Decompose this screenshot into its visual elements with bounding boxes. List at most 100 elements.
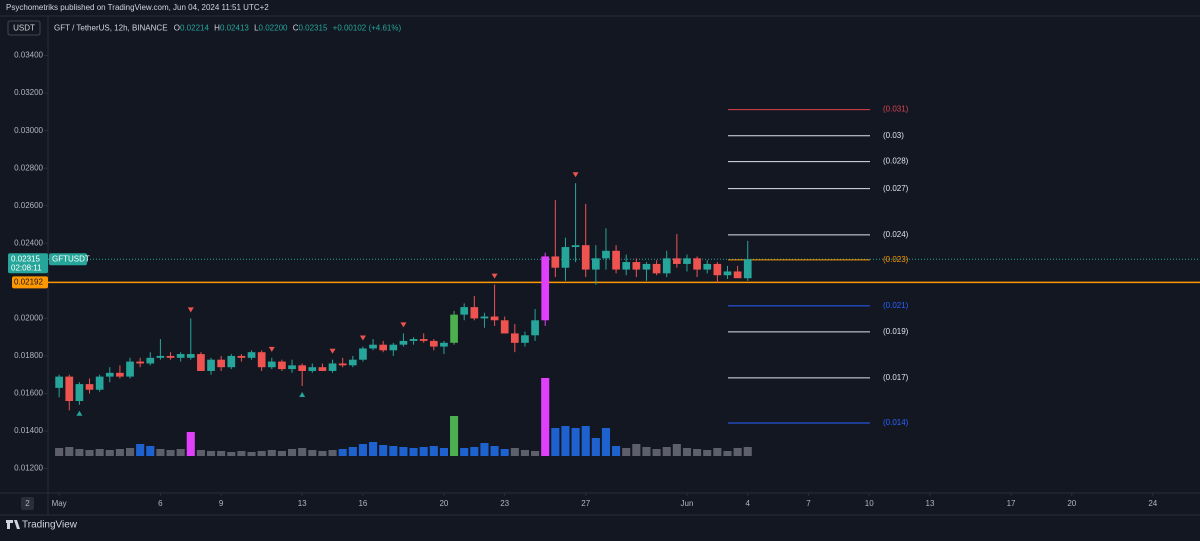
y-tick-label: 0.03000 xyxy=(14,126,43,135)
candle-body xyxy=(419,339,428,341)
candle-body xyxy=(116,372,124,377)
x-tick-label: 17 xyxy=(1007,499,1016,508)
volume-bar xyxy=(308,450,317,456)
x-tick-label: 4 xyxy=(746,499,751,508)
corner-label: 2 xyxy=(25,499,30,508)
sell-signal xyxy=(400,322,407,328)
x-tick-label: 16 xyxy=(358,499,367,508)
volume-bar xyxy=(287,449,297,456)
volume-bar xyxy=(267,450,276,456)
support-tag xyxy=(12,276,48,289)
candle-body xyxy=(146,357,155,364)
candle-body xyxy=(440,342,448,347)
volume-bar xyxy=(672,444,681,456)
x-tick-label: 27 xyxy=(581,499,590,508)
sell-signal xyxy=(187,307,194,313)
volume-bar xyxy=(95,449,104,456)
volume-bar xyxy=(652,449,661,456)
y-tick-label: 0.02400 xyxy=(14,238,43,247)
candle-body xyxy=(541,256,550,321)
l-value: 0.02200 xyxy=(259,24,288,33)
currency-box[interactable] xyxy=(7,20,41,36)
c-value: 0.02315 xyxy=(298,24,327,33)
candle-body xyxy=(551,256,560,268)
candle-body xyxy=(75,384,84,402)
volume-bar xyxy=(369,442,378,456)
volume-bar xyxy=(237,451,246,456)
last-price-label: 0.02315 xyxy=(11,254,40,263)
volume-bar xyxy=(75,449,84,456)
candle-body xyxy=(703,263,712,270)
candle-body xyxy=(460,307,469,315)
sell-signal xyxy=(491,273,498,279)
volume-bar xyxy=(65,447,74,456)
volume-bar xyxy=(257,451,266,456)
volume-bar xyxy=(409,448,418,456)
volume-bar xyxy=(227,452,236,456)
candle-body xyxy=(591,258,600,270)
symbol-tag-box xyxy=(49,253,87,266)
volume-bar xyxy=(713,448,722,456)
volume-bar xyxy=(217,451,226,456)
y-tick-label: 0.01200 xyxy=(14,464,43,473)
volume-bar xyxy=(703,450,712,456)
x-tick-label: 24 xyxy=(1148,499,1157,508)
level-label: (0.014) xyxy=(883,418,909,427)
candle-body xyxy=(662,258,671,274)
candle-body xyxy=(571,245,580,248)
candle-body xyxy=(602,250,610,259)
x-tick-label: 6 xyxy=(158,499,163,508)
candle-body xyxy=(510,333,519,343)
c-label: C xyxy=(293,24,299,33)
volume-bar xyxy=(85,450,94,456)
sell-signal xyxy=(329,348,336,354)
volume-bar xyxy=(389,446,398,456)
volume-bar xyxy=(338,449,347,456)
volume-bar xyxy=(480,443,489,456)
level-label: (0.028) xyxy=(883,157,909,166)
brand-logo xyxy=(6,520,20,529)
volume-bar xyxy=(733,448,742,456)
candle-body xyxy=(743,259,752,279)
x-tick-label: 13 xyxy=(298,499,307,508)
candle-body xyxy=(581,245,590,270)
o-value: 0.02214 xyxy=(180,24,209,33)
candle-body xyxy=(267,361,276,368)
volume-bar xyxy=(429,446,438,456)
candle-body xyxy=(247,352,256,358)
candle-body xyxy=(166,355,175,358)
volume-bar xyxy=(450,416,459,456)
candle-body xyxy=(389,344,398,351)
candle-body xyxy=(55,376,63,388)
corner-button[interactable] xyxy=(21,497,34,510)
volume-bar xyxy=(399,447,408,456)
volume-bar xyxy=(328,450,337,456)
y-tick-label: 0.03200 xyxy=(14,88,43,97)
candle-body xyxy=(237,355,246,358)
volume-bar xyxy=(561,426,570,456)
volume-bar xyxy=(612,446,621,456)
y-tick-label: 0.02000 xyxy=(14,314,43,323)
candle-body xyxy=(156,355,165,358)
volume-bar xyxy=(136,444,145,456)
y-tick-label: 0.02600 xyxy=(14,201,43,210)
volume-bar xyxy=(682,448,692,456)
candle-body xyxy=(217,359,226,368)
x-tick-label: 20 xyxy=(1067,499,1076,508)
candle-body xyxy=(500,320,509,334)
candle-body xyxy=(176,354,185,358)
candle-body xyxy=(338,363,347,366)
candle-body xyxy=(65,376,74,402)
candle-body xyxy=(126,361,134,377)
candle-body xyxy=(85,384,94,390)
candle-body xyxy=(227,355,236,368)
candle-body xyxy=(136,361,144,364)
volume-bar xyxy=(520,450,530,456)
volume-bar xyxy=(510,448,519,456)
x-tick-label: 23 xyxy=(500,499,509,508)
volume-bar xyxy=(176,449,185,456)
candle-body xyxy=(348,359,357,366)
candle-body xyxy=(470,307,479,319)
candle-body xyxy=(207,359,215,371)
